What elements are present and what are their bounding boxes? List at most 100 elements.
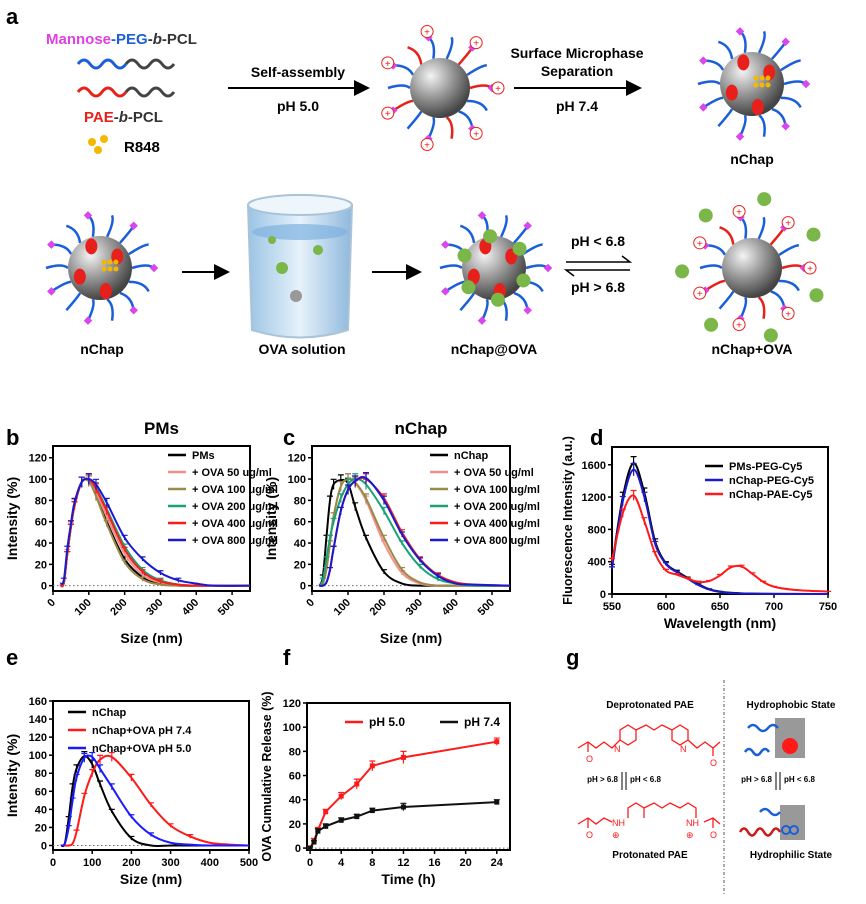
ova-protein-icon <box>675 264 690 279</box>
nchap-plus-ova-label: nChap+OVA <box>711 341 792 357</box>
amine-nh: NH <box>686 818 699 828</box>
legend-label: + OVA 50 ug/ml <box>454 467 534 479</box>
polymer-chain <box>105 214 114 238</box>
error-bar <box>330 545 337 551</box>
error-bar <box>97 780 104 788</box>
error-bar <box>771 585 777 588</box>
data-point <box>354 781 360 787</box>
error-bar <box>337 506 344 515</box>
mannose-icon <box>83 316 93 325</box>
mannose-icon <box>477 211 487 220</box>
ova-protein-icon <box>483 229 498 244</box>
polymer-chain <box>119 225 135 244</box>
positive-charge-icon: ⊕ <box>612 830 620 840</box>
error-bar <box>435 573 441 579</box>
error-bar <box>738 564 745 568</box>
x-tick-label: 400 <box>440 597 461 618</box>
series-line-1 <box>611 468 829 596</box>
polymer-chain <box>51 243 73 255</box>
error-bar <box>330 517 337 525</box>
positive-charge-icon <box>420 24 434 38</box>
ph-gt-label: pH > 6.8 <box>587 775 618 784</box>
x-axis-label: Wavelength (nm) <box>664 615 776 631</box>
y-tick-label: 20 <box>289 819 301 831</box>
r848-dot <box>107 259 113 265</box>
error-bar <box>684 577 691 580</box>
legend-label: nChap-PAE-Cy5 <box>729 489 813 501</box>
x-axis-label: Time (h) <box>381 871 435 887</box>
error-bar <box>323 556 330 562</box>
chart-title: PMs <box>144 419 179 438</box>
x-tick-label: 700 <box>765 601 783 613</box>
series-line-0 <box>60 755 249 848</box>
error-bar <box>345 484 351 495</box>
y-tick-label: 100 <box>29 750 47 762</box>
error-bar <box>641 517 648 525</box>
chart-f: 0 4 8 12 16 20 24 0 20 40 60 80 100 120 Time (h) OVA Cu… <box>260 691 511 887</box>
x-tick-label: 0 <box>45 597 58 610</box>
y-tick-label: 100 <box>283 722 301 734</box>
positive-charge-icon <box>693 236 707 250</box>
polymer-chain <box>780 59 801 72</box>
mannose-icon <box>47 240 56 249</box>
legend-label: + OVA 400 ug/ml <box>192 518 278 530</box>
carbonyl-o: O <box>710 758 717 768</box>
y-axis-label: OVA Cumulative Release (%) <box>260 691 274 861</box>
y-tick-label: 0 <box>41 581 47 593</box>
error-bar <box>619 495 626 506</box>
x-tick-label: 550 <box>603 601 621 613</box>
positive-charge-label: + <box>424 141 430 152</box>
error-bar <box>337 480 344 492</box>
x-tick-label: 300 <box>161 857 179 869</box>
legend-label: PMs-PEG-Cy5 <box>729 461 802 473</box>
plot-frame <box>52 700 250 851</box>
y-tick-label: 0 <box>300 581 306 593</box>
polymer-chain <box>459 292 476 312</box>
x-tick-label: 400 <box>201 857 219 869</box>
y-tick-label: 80 <box>289 746 301 758</box>
y-tick-label: 60 <box>35 786 47 798</box>
x-tick-label: 500 <box>240 857 258 869</box>
error-bar <box>417 563 423 569</box>
positive-charge-icon <box>781 306 795 320</box>
mannose-icon <box>149 263 159 273</box>
r848-label: R848 <box>124 139 160 156</box>
x-tick-label: 750 <box>819 601 837 613</box>
y-tick-label: 0 <box>41 840 47 852</box>
y-axis-label: Intensity (%) <box>4 734 20 817</box>
nanoparticle-icon <box>439 211 553 325</box>
y-tick-label: 40 <box>35 804 47 816</box>
separation-label: Separation <box>541 63 613 79</box>
ova-protein-icon <box>763 328 778 343</box>
ova-protein-icon <box>457 248 472 263</box>
legend-label: PMs <box>192 450 215 462</box>
x-tick-label: 200 <box>122 857 140 869</box>
error-bar <box>673 573 680 576</box>
x-axis-label: Size (nm) <box>380 630 442 646</box>
panel-letter-b: b <box>6 425 19 450</box>
mannose-icon <box>129 221 138 231</box>
pae-domain <box>751 99 764 116</box>
mannose-icon <box>129 305 138 315</box>
pae-domain <box>467 268 480 285</box>
y-tick-label: 120 <box>283 698 301 710</box>
polymer-chain <box>704 279 726 292</box>
error-bar <box>121 546 128 552</box>
y-axis-label: Intensity (%) <box>4 477 20 560</box>
equilibrium-arrows-icon <box>775 772 781 790</box>
error-bar <box>323 534 330 541</box>
error-bar <box>381 569 387 574</box>
plot-frame <box>52 445 251 592</box>
legend-label: nChap-PEG-Cy5 <box>729 475 814 487</box>
legend-label: nChap+OVA pH 5.0 <box>92 743 191 755</box>
hydrophilic-state-label: Hydrophilic State <box>750 850 833 861</box>
positive-charge-label: + <box>736 207 742 218</box>
nanoparticle-icon: + + + + + + + <box>381 24 505 152</box>
polymer-chain <box>65 224 82 244</box>
panel-letter-e: e <box>6 645 18 670</box>
mannose-icon <box>781 121 790 131</box>
data-point <box>338 817 344 823</box>
error-bar <box>327 534 333 541</box>
polymer-chain <box>771 41 787 60</box>
